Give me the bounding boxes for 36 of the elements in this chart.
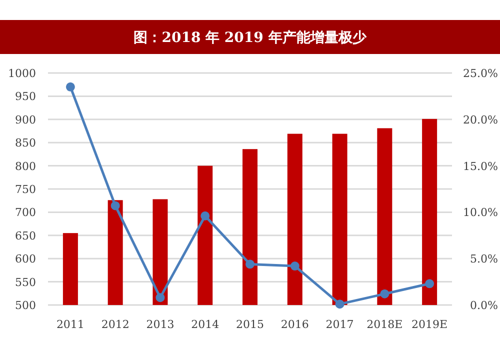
x-tick-label: 2017 [326, 318, 354, 331]
y-tick-label: 850 [15, 136, 36, 150]
x-tick-label: 2011 [56, 318, 84, 331]
x-tick-label: 2015 [236, 318, 264, 331]
point [425, 279, 434, 288]
y2-tick-label: 10.0% [463, 206, 498, 220]
y2-tick-label: 5.0% [470, 252, 498, 266]
x-tick-label: 2014 [191, 318, 220, 331]
point [380, 289, 390, 298]
y-tick-label: 900 [15, 113, 36, 126]
x-tick-label: 2018E [366, 318, 403, 331]
chart-title: 图：2018 年 2019 年产能增量极少 [134, 29, 368, 46]
y-tick-label: 550 [15, 276, 36, 289]
point [156, 293, 165, 302]
point [246, 260, 254, 269]
point [110, 201, 120, 210]
y2-tick-label: 15.0% [463, 160, 498, 173]
y2-tick-label: 20.0% [463, 113, 498, 126]
y-tick-label: 650 [15, 229, 36, 242]
point [335, 300, 344, 309]
y-tick-label: 500 [15, 299, 36, 312]
y-tick-label: 950 [15, 90, 36, 104]
y-tick-label: 600 [15, 252, 36, 266]
point [66, 82, 75, 92]
y2-tick-label: 25.0% [463, 67, 498, 80]
y-tick-label: 1000 [8, 67, 36, 80]
y-tick-label: 700 [15, 206, 36, 220]
x-tick-label: 2019E [412, 318, 448, 331]
y2-tick-label: 0.0% [470, 299, 498, 312]
point [290, 262, 300, 271]
y-tick-label: 750 [15, 183, 36, 196]
x-tick-label: 2016 [280, 318, 309, 331]
point [200, 211, 210, 220]
x-tick-label: 2012 [101, 318, 130, 331]
y-tick-label: 800 [15, 160, 36, 173]
x-tick-label: 2013 [146, 318, 174, 331]
